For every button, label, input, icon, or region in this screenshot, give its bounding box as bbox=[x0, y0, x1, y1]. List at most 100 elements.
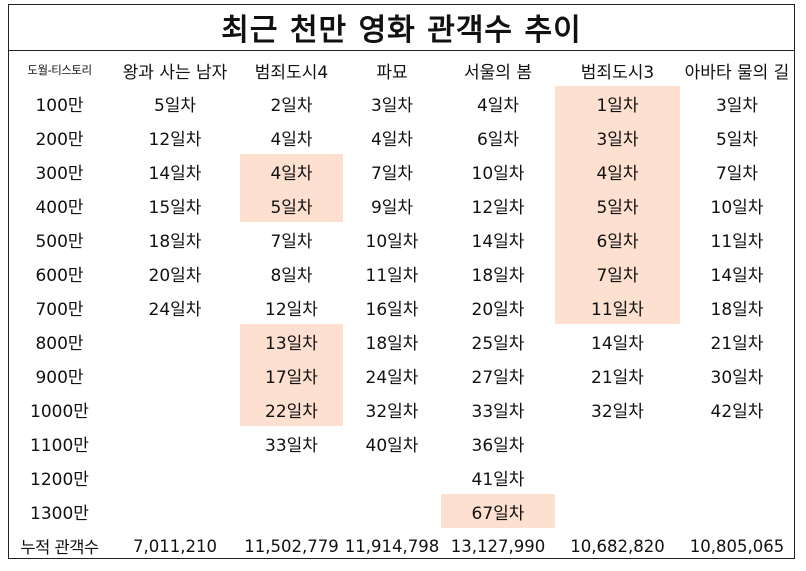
column-header: 왕과 사는 남자 bbox=[122, 62, 228, 83]
table-cell bbox=[240, 460, 343, 494]
table-cell: 13일차 bbox=[240, 324, 343, 358]
table-cell: 7일차 bbox=[715, 163, 759, 184]
column-header: 아바타 물의 길 bbox=[684, 62, 790, 83]
table-cell: 11일차 bbox=[365, 265, 419, 286]
row-label: 600만 bbox=[35, 265, 84, 286]
box-office-table: 도월-티스토리 왕과 사는 남자 범죄도시4 파묘 서울의 봄 범죄도시3 아바… bbox=[9, 54, 794, 564]
table-cell: 11일차 bbox=[710, 231, 764, 252]
table-cell: 67일차 bbox=[441, 494, 555, 528]
table-cell: 7일차 bbox=[270, 231, 313, 252]
table-cell bbox=[680, 494, 794, 528]
column-header: 파묘 bbox=[376, 62, 408, 83]
table-cell: 3일차 bbox=[715, 95, 759, 116]
table-cell bbox=[343, 494, 441, 528]
table-cell bbox=[110, 460, 240, 494]
page-title: 최근 천만 영화 관객수 추이 bbox=[8, 4, 795, 51]
table-cell: 14일차 bbox=[710, 265, 764, 286]
table-cell bbox=[110, 392, 240, 426]
table-cell bbox=[680, 426, 794, 460]
table-cell: 41일차 bbox=[471, 469, 525, 490]
row-label: 700만 bbox=[35, 299, 84, 320]
table-cell bbox=[110, 358, 240, 392]
table-cell: 4일차 bbox=[555, 154, 680, 188]
row-label: 800만 bbox=[35, 333, 84, 354]
table-cell: 33일차 bbox=[471, 401, 525, 422]
table-cell bbox=[110, 324, 240, 358]
table-cell: 14일차 bbox=[471, 231, 525, 252]
table-row: 900만 17일차 24일차 27일차 21일차 30일차 bbox=[9, 358, 794, 392]
table-cell: 33일차 bbox=[265, 435, 318, 456]
table-row: 600만 20일차 8일차 11일차 18일차 7일차 14일차 bbox=[9, 256, 794, 290]
row-label: 1000만 bbox=[30, 401, 89, 422]
table-cell: 12일차 bbox=[148, 129, 202, 150]
table-cell: 5일차 bbox=[153, 95, 197, 116]
table-cell: 4일차 bbox=[240, 154, 343, 188]
table-cell: 5일차 bbox=[555, 188, 680, 222]
table-cell bbox=[555, 426, 680, 460]
total-value: 10,682,820 bbox=[570, 536, 665, 556]
table-cell bbox=[555, 494, 680, 528]
table-cell: 10일차 bbox=[471, 163, 525, 184]
table-cell: 36일차 bbox=[471, 435, 525, 456]
table-cell: 16일차 bbox=[365, 299, 419, 320]
table-cell: 21일차 bbox=[710, 333, 764, 354]
row-label: 400만 bbox=[35, 197, 84, 218]
total-value: 11,502,779 bbox=[244, 536, 339, 556]
table-row: 500만 18일차 7일차 10일차 14일차 6일차 11일차 bbox=[9, 222, 794, 256]
row-label: 100만 bbox=[35, 95, 84, 116]
table-cell: 5일차 bbox=[715, 129, 759, 150]
table-cell: 18일차 bbox=[148, 231, 202, 252]
table-cell: 6일차 bbox=[476, 129, 520, 150]
total-label: 누적 관객수 bbox=[20, 538, 99, 557]
table-cell: 18일차 bbox=[471, 265, 525, 286]
table-cell: 1일차 bbox=[555, 86, 680, 120]
table-frame bbox=[8, 4, 795, 559]
table-cell: 22일차 bbox=[240, 392, 343, 426]
row-label: 500만 bbox=[35, 231, 84, 252]
total-value: 7,011,210 bbox=[133, 536, 217, 556]
table-cell: 11일차 bbox=[555, 290, 680, 324]
table-cell: 24일차 bbox=[148, 299, 202, 320]
header-corner-label: 도월-티스토리 bbox=[27, 63, 92, 77]
table-cell bbox=[343, 460, 441, 494]
table-cell: 6일차 bbox=[555, 222, 680, 256]
header-row: 도월-티스토리 왕과 사는 남자 범죄도시4 파묘 서울의 봄 범죄도시3 아바… bbox=[9, 54, 794, 86]
total-row: 누적 관객수 7,011,210 11,502,779 11,914,798 13,12… bbox=[9, 528, 794, 564]
table-cell: 14일차 bbox=[591, 333, 644, 354]
total-value: 13,127,990 bbox=[450, 536, 546, 556]
table-row: 1000만 22일차 32일차 33일차 32일차 42일차 bbox=[9, 392, 794, 426]
table-row: 1300만 67일차 bbox=[9, 494, 794, 528]
table-row: 400만 15일차 5일차 9일차 12일차 5일차 10일차 bbox=[9, 188, 794, 222]
row-label: 1200만 bbox=[30, 469, 89, 490]
table-cell: 9일차 bbox=[370, 197, 414, 218]
row-label: 200만 bbox=[35, 129, 84, 150]
table-cell: 21일차 bbox=[591, 367, 644, 388]
table-row: 800만 13일차 18일차 25일차 14일차 21일차 bbox=[9, 324, 794, 358]
table-cell: 20일차 bbox=[148, 265, 202, 286]
table-cell: 18일차 bbox=[710, 299, 764, 320]
table-cell bbox=[555, 460, 680, 494]
table-cell: 3일차 bbox=[370, 95, 414, 116]
table-cell bbox=[110, 426, 240, 460]
table-cell: 27일차 bbox=[471, 367, 525, 388]
table-cell bbox=[240, 494, 343, 528]
table-row: 200만 12일차 4일차 4일차 6일차 3일차 5일차 bbox=[9, 120, 794, 154]
table-cell: 4일차 bbox=[270, 129, 313, 150]
column-header: 서울의 봄 bbox=[464, 62, 532, 83]
table-cell bbox=[110, 494, 240, 528]
table-cell bbox=[680, 460, 794, 494]
table-cell: 7일차 bbox=[370, 163, 414, 184]
table-cell: 40일차 bbox=[365, 435, 419, 456]
table-cell: 20일차 bbox=[471, 299, 525, 320]
table-cell: 32일차 bbox=[591, 401, 644, 422]
table-row: 1200만 41일차 bbox=[9, 460, 794, 494]
table-cell: 17일차 bbox=[240, 358, 343, 392]
table-cell: 15일차 bbox=[148, 197, 202, 218]
row-label: 300만 bbox=[35, 163, 84, 184]
table-row: 100만 5일차 2일차 3일차 4일차 1일차 3일차 bbox=[9, 86, 794, 120]
table-cell: 4일차 bbox=[476, 95, 520, 116]
table-cell: 14일차 bbox=[148, 163, 202, 184]
column-header: 범죄도시3 bbox=[580, 62, 655, 83]
table-cell: 7일차 bbox=[555, 256, 680, 290]
total-value: 10,805,065 bbox=[689, 536, 785, 556]
